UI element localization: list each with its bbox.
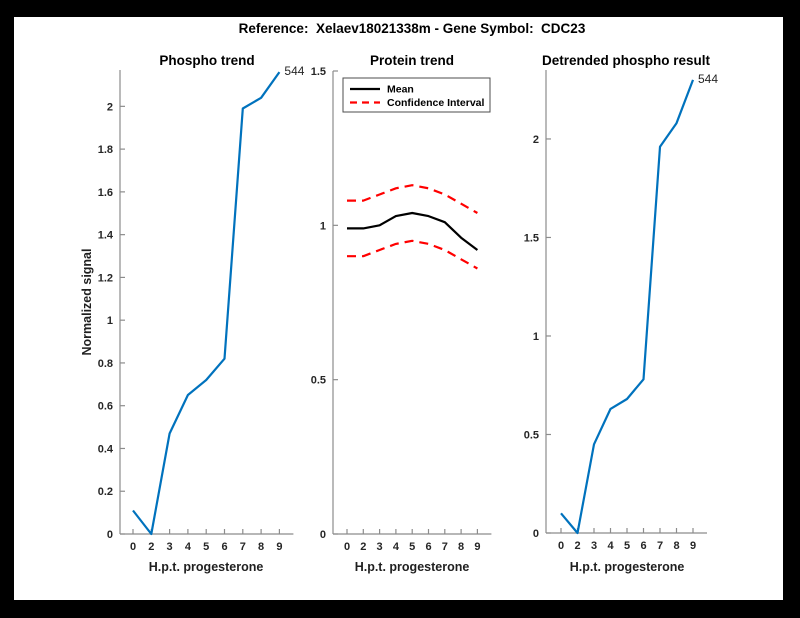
- y-tick-label: 1: [107, 315, 113, 327]
- x-tick-label: 3: [167, 541, 173, 553]
- x-tick-label: 9: [690, 540, 696, 552]
- y-tick-label: 1.2: [98, 272, 113, 284]
- confidence-interval-lower-line: [347, 239, 478, 270]
- x-axis-label: H.p.t. progesterone: [355, 560, 470, 574]
- x-tick-label: 7: [240, 541, 246, 553]
- x-axis-label: H.p.t. progesterone: [149, 560, 264, 574]
- y-tick-label: 1: [533, 331, 539, 343]
- y-tick-label: 0: [533, 528, 539, 540]
- y-tick-label: 0.5: [311, 375, 326, 387]
- y-tick-label: 2: [107, 101, 113, 113]
- x-tick-label: 8: [458, 541, 464, 553]
- figure-title: Reference: Xelaev18021338m - Gene Symbol…: [239, 21, 586, 36]
- x-tick-label: 9: [474, 541, 480, 553]
- x-tick-label: 0: [130, 541, 136, 553]
- y-tick-label: 1.6: [98, 187, 113, 199]
- y-tick-label: 0.6: [98, 401, 113, 413]
- y-axis-label: Normalized signal: [80, 249, 94, 356]
- x-tick-label: 2: [148, 541, 154, 553]
- y-tick-label: 1.4: [98, 230, 114, 242]
- x-tick-label: 6: [425, 541, 431, 553]
- x-axis-label: H.p.t. progesterone: [570, 560, 685, 574]
- phospho-trend-plot: 0 2 3 4 5 6 7 8 900.20.40.60.811.21.41.61.82Phos…: [80, 53, 305, 574]
- legend-box: [342, 77, 491, 113]
- series-end-label: 544: [698, 72, 718, 86]
- x-tick-label: 3: [377, 541, 383, 553]
- x-tick-label: 3: [591, 540, 597, 552]
- y-tick-label: 1: [320, 220, 326, 232]
- x-tick-label: 8: [258, 541, 264, 553]
- confidence-interval-upper-line: [347, 184, 478, 214]
- x-tick-label: 4: [393, 541, 400, 553]
- x-tick-label: 5: [409, 541, 415, 553]
- phospho-signal-line: [132, 71, 281, 536]
- legend-entry-label: Mean: [387, 84, 414, 96]
- x-tick-label: 7: [442, 541, 448, 553]
- series-end-label: 544: [284, 64, 304, 78]
- x-tick-label: 4: [185, 541, 192, 553]
- x-tick-label: 9: [276, 541, 282, 553]
- figure-canvas: [14, 17, 783, 600]
- x-tick-label: 8: [673, 540, 679, 552]
- x-tick-label: 4: [607, 540, 614, 552]
- y-tick-label: 0.8: [98, 358, 113, 370]
- y-tick-label: 1.5: [524, 232, 539, 244]
- y-tick-label: 0.2: [98, 486, 113, 498]
- y-tick-label: 0.4: [98, 443, 114, 455]
- x-tick-label: 7: [657, 540, 663, 552]
- y-tick-label: 0.5: [524, 429, 539, 441]
- x-tick-label: 5: [624, 540, 630, 552]
- mean-line: [347, 211, 479, 251]
- plot-title: Phospho trend: [159, 53, 254, 68]
- plot-title: Detrended phospho result: [542, 53, 711, 68]
- plot-title: Protein trend: [370, 53, 454, 68]
- x-tick-label: 2: [574, 540, 580, 552]
- x-tick-label: 0: [344, 541, 350, 553]
- y-tick-label: 0: [320, 529, 326, 541]
- x-tick-label: 6: [640, 540, 646, 552]
- y-tick-label: 0: [107, 529, 113, 541]
- y-tick-label: 1.5: [311, 66, 326, 78]
- x-tick-label: 5: [203, 541, 209, 553]
- legend-entry-label: Confidence Interval: [387, 97, 485, 109]
- y-tick-label: 1.8: [98, 144, 113, 156]
- detrended-phospho-signal-line: [560, 79, 695, 535]
- x-tick-label: 6: [221, 541, 227, 553]
- x-tick-label: 0: [558, 540, 564, 552]
- y-tick-label: 2: [533, 134, 539, 146]
- x-tick-label: 2: [360, 541, 366, 553]
